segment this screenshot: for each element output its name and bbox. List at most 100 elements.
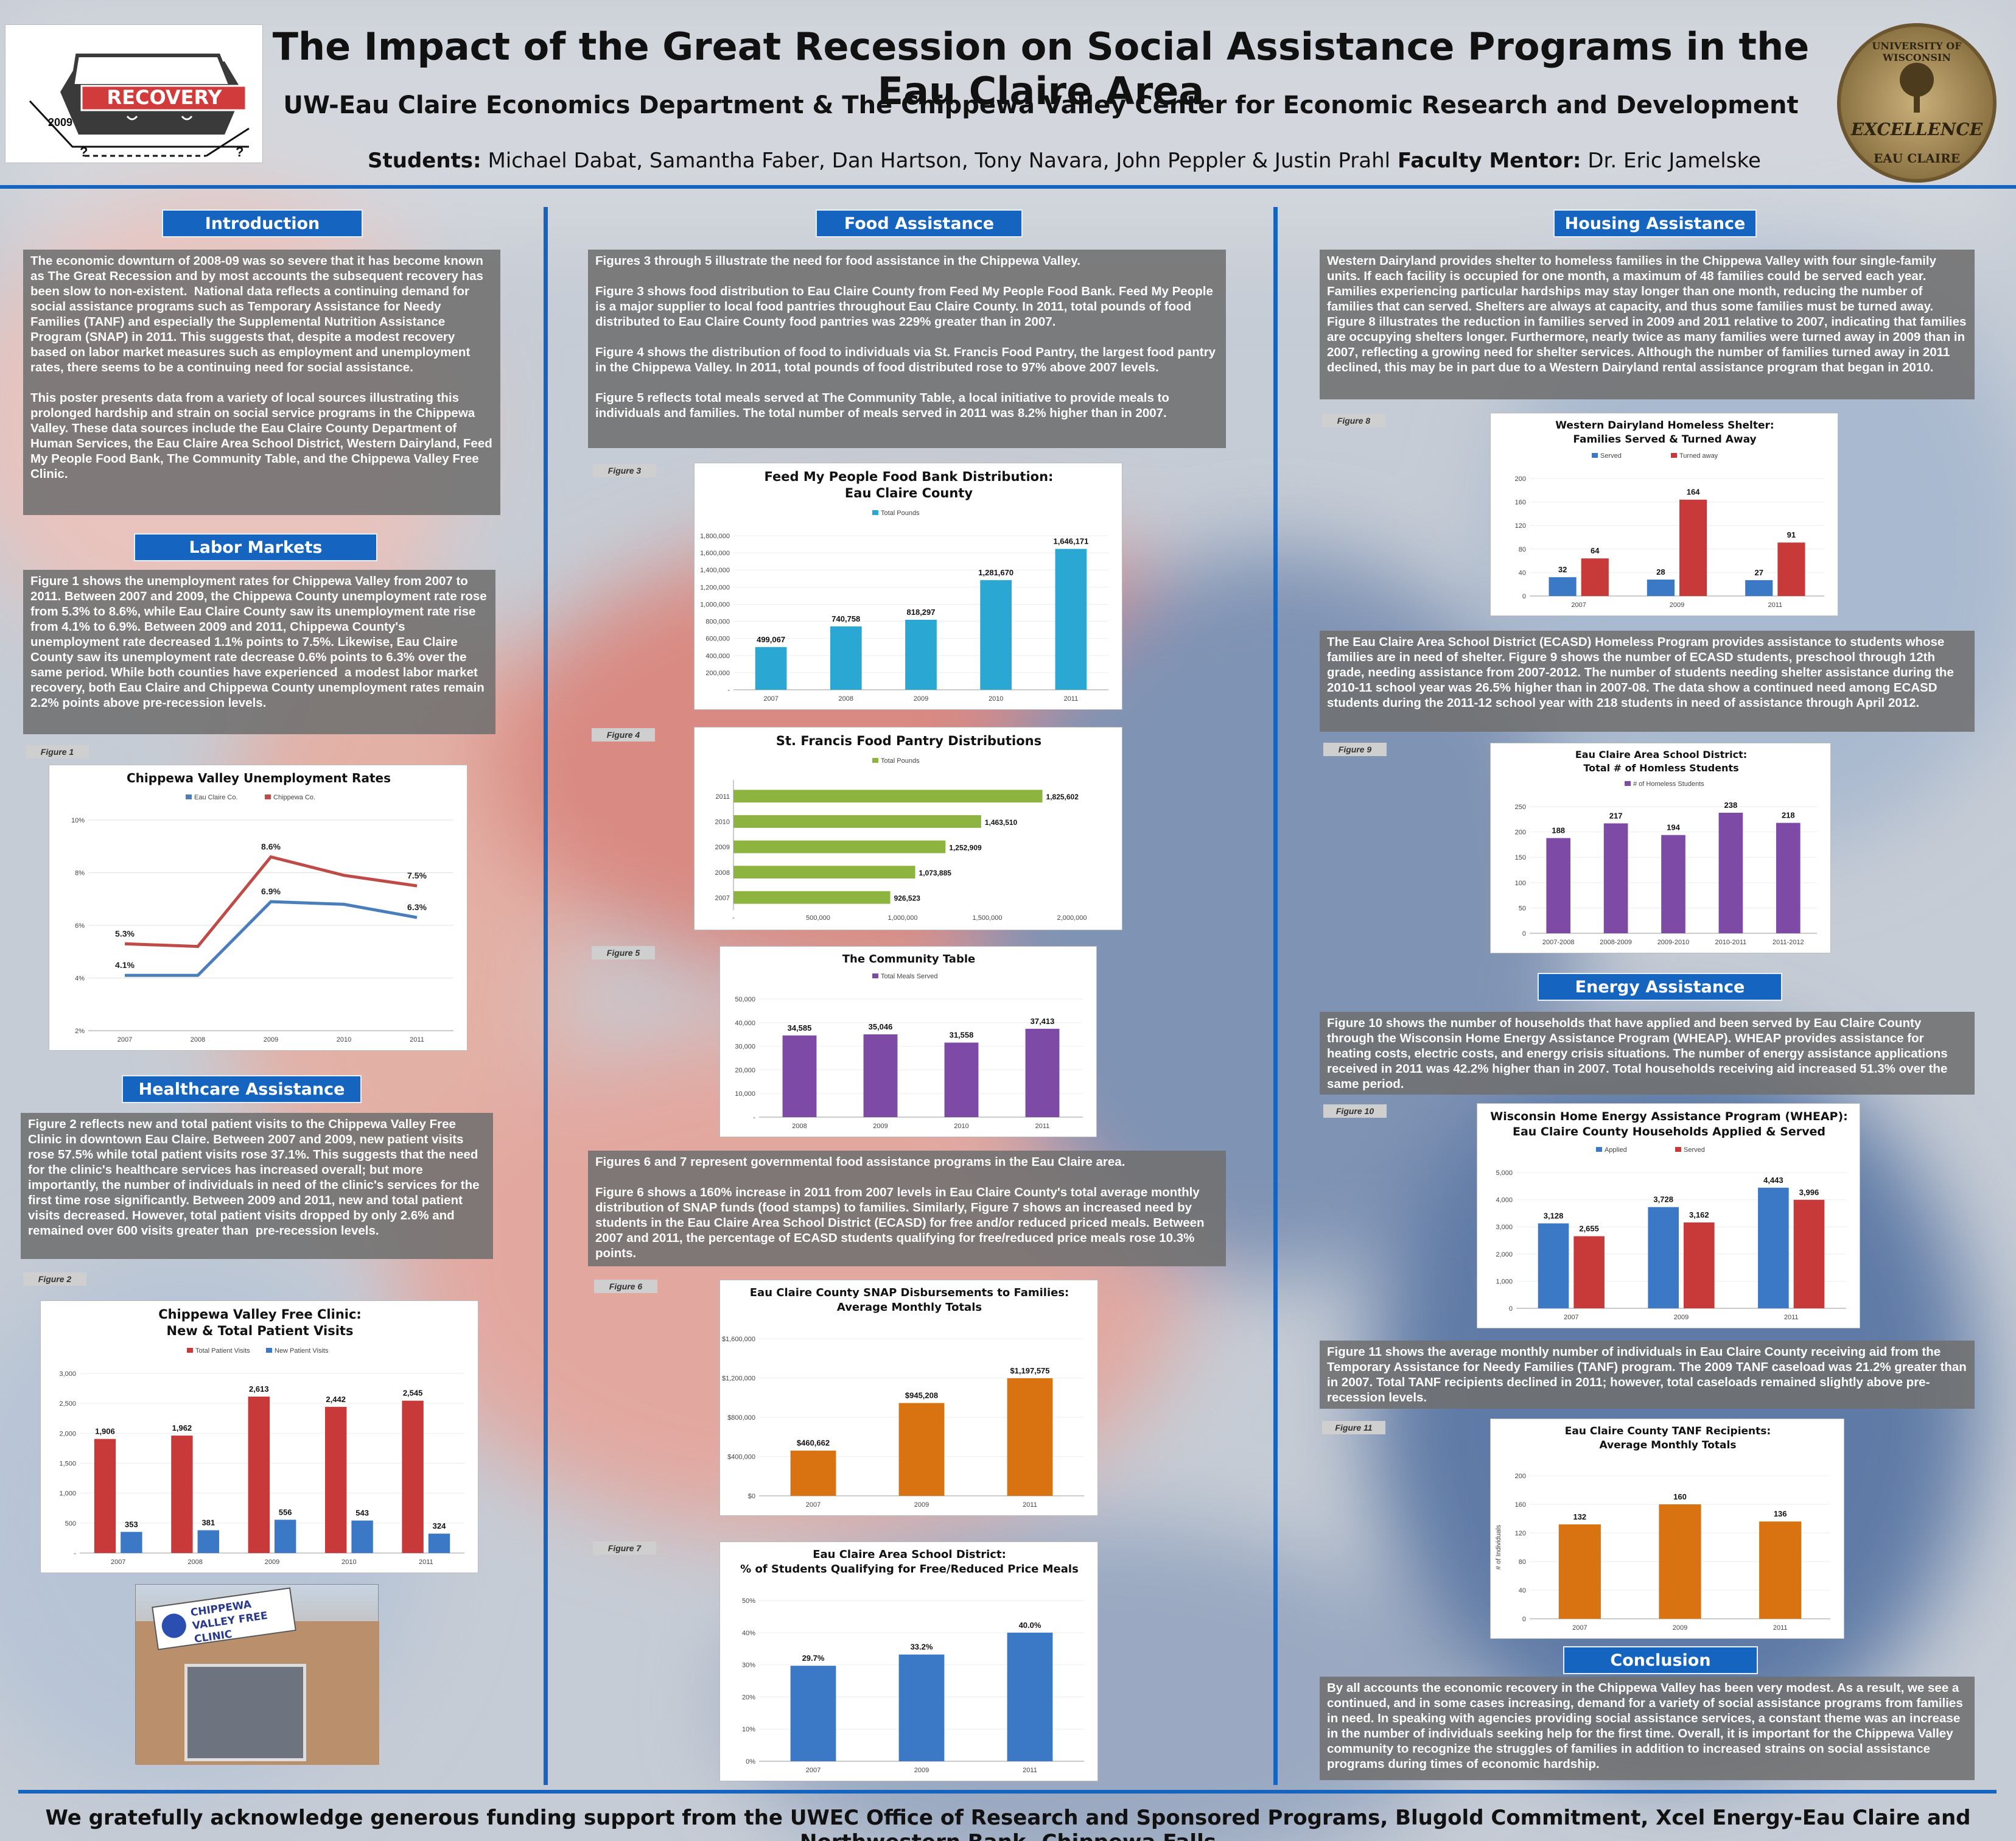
f10-y-tick: 2,000	[1496, 1251, 1513, 1258]
logo-word: RECOVERY	[107, 86, 222, 109]
f10-x-tick: 2007	[1564, 1314, 1578, 1321]
f6-data-label: $460,662	[797, 1439, 830, 1448]
f1-x-tick: 2007	[117, 1036, 132, 1043]
f3-title-line: Feed My People Food Bank Distribution:	[765, 469, 1054, 484]
section-header-food: Food Assistance	[816, 209, 1023, 237]
f2-data-label: 1,962	[172, 1423, 192, 1432]
f10-bar	[1793, 1199, 1825, 1308]
figure-3-chart: Feed My People Food Bank Distribution: Ea…	[694, 463, 1122, 710]
f5-bar	[1025, 1028, 1060, 1117]
f11-x-tick: 2007	[1572, 1624, 1587, 1632]
f7-x-tick: 2011	[1023, 1767, 1037, 1774]
f8-y-tick: 80	[1519, 546, 1526, 553]
f2-y-tick: 2,500	[59, 1400, 76, 1408]
f4-bar	[733, 891, 891, 904]
section-header-conclusion: Conclusion	[1563, 1646, 1758, 1674]
f9-y-tick: 50	[1519, 905, 1526, 912]
f10-legend-label: Served	[1684, 1146, 1705, 1154]
f10-y-tick: 0	[1509, 1305, 1513, 1313]
figure-10-label: Figure 10	[1323, 1104, 1387, 1118]
f7-y-tick: 30%	[742, 1662, 755, 1669]
f7-bar	[898, 1654, 945, 1761]
f5-y-tick: 10,000	[735, 1090, 755, 1098]
f9-legend-label: # of Homeless Students	[1633, 780, 1704, 788]
f10-x-tick: 2011	[1784, 1314, 1799, 1321]
f10-y-tick: 3,000	[1496, 1224, 1513, 1231]
energy-text-2: Figure 11 shows the average monthly numb…	[1320, 1341, 1975, 1409]
f3-y-tick: 800,000	[705, 619, 730, 626]
f11-x-tick: 2009	[1673, 1624, 1687, 1632]
f9-bar	[1661, 835, 1685, 933]
f8-legend-label: Served	[1600, 452, 1622, 460]
f2-bar	[402, 1400, 424, 1553]
f2-data-label: 2,613	[249, 1384, 269, 1394]
logo-year: 2009	[48, 116, 73, 128]
f5-x-tick: 2010	[954, 1123, 968, 1130]
f6-data-label: $1,197,575	[1010, 1366, 1049, 1375]
f10-legend-swatch	[1675, 1147, 1681, 1152]
f9-title-line: Eau Claire Area School District:	[1575, 749, 1747, 760]
poster-subtitle: UW-Eau Claire Economics Department & The…	[283, 91, 1799, 119]
f6-data-label: $945,208	[905, 1391, 938, 1400]
figure-6-chart: Eau Claire County SNAP Disbursements to …	[719, 1280, 1098, 1516]
f1-title-line: Chippewa Valley Unemployment Rates	[127, 771, 391, 785]
f8-data-label: 64	[1591, 546, 1600, 555]
f1-x-tick: 2008	[191, 1036, 205, 1043]
f2-y-tick: 2,000	[59, 1430, 76, 1437]
f10-legend-swatch	[1596, 1147, 1602, 1152]
f8-bar	[1679, 499, 1707, 596]
f8-title-line: Western Dairyland Homeless Shelter:	[1555, 419, 1774, 432]
f1-data-label: 8.6%	[261, 842, 281, 852]
f2-bar	[428, 1534, 450, 1553]
f2-bar	[275, 1520, 296, 1553]
f2-data-label: 324	[433, 1521, 446, 1531]
f3-y-tick: 1,400,000	[700, 567, 730, 574]
figure-8-label: Figure 8	[1322, 414, 1385, 427]
f4-y-tick: 2008	[715, 869, 730, 877]
clinic-photo: CHIPPEWA VALLEY FREE CLINIC	[135, 1584, 379, 1765]
seal-middle: EXCELLENCE	[1850, 119, 1983, 139]
f4-y-tick: 2010	[715, 819, 730, 826]
f3-data-label: 1,281,670	[978, 568, 1013, 577]
f2-y-tick: 1,000	[59, 1490, 76, 1498]
f11-y-tick: 200	[1515, 1473, 1526, 1480]
f9-y-tick: 200	[1515, 829, 1526, 836]
f3-y-tick: 200,000	[705, 670, 730, 677]
f11-title-line: Eau Claire County TANF Recipients:	[1565, 1425, 1771, 1437]
f10-bar	[1648, 1207, 1679, 1308]
f11-y-tick: 160	[1515, 1501, 1526, 1509]
f1-y-tick: 4%	[75, 975, 85, 983]
f9-y-tick: 250	[1515, 804, 1526, 811]
figure-11-chart: Eau Claire County TANF Recipients: Averag…	[1490, 1418, 1844, 1639]
f8-data-label: 91	[1787, 530, 1796, 539]
f5-y-tick: 20,000	[735, 1067, 755, 1074]
figure-7-label: Figure 7	[593, 1541, 656, 1555]
f8-legend-swatch	[1592, 453, 1598, 458]
f8-x-tick: 2011	[1768, 601, 1783, 609]
f1-data-label: 4.1%	[115, 960, 135, 970]
f1-y-tick: 2%	[75, 1028, 85, 1035]
food-text-1: Figures 3 through 5 illustrate the need …	[588, 250, 1226, 448]
mentor-line: Faculty Mentor: Dr. Eric Jamelske	[1398, 149, 1761, 173]
f4-x-tick: 2,000,000	[1057, 914, 1087, 922]
mentor-name: Dr. Eric Jamelske	[1587, 149, 1761, 173]
footer-divider	[18, 1790, 1997, 1794]
university-seal: UNIVERSITY OF WISCONSIN EXCELLENCE EAU C…	[1837, 23, 1997, 183]
f3-title-line: Eau Claire County	[845, 486, 973, 500]
f2-bar	[197, 1530, 219, 1553]
f6-y-tick: $0	[748, 1493, 755, 1500]
f1-legend-swatch	[265, 794, 271, 799]
f5-data-label: 35,046	[869, 1022, 893, 1031]
f2-title-line: New & Total Patient Visits	[167, 1324, 354, 1338]
f6-x-tick: 2009	[914, 1501, 929, 1509]
f8-bar	[1549, 577, 1577, 596]
f6-y-tick: $1,200,000	[722, 1375, 755, 1383]
logo-question-2: ?	[236, 144, 244, 160]
f10-title-line: Eau Claire County Households Applied & S…	[1513, 1125, 1825, 1138]
f3-x-tick: 2009	[914, 695, 928, 703]
f3-bar	[905, 619, 937, 690]
f7-data-label: 33.2%	[911, 1643, 933, 1652]
f8-bar	[1745, 580, 1773, 596]
f5-y-tick: -	[753, 1114, 755, 1121]
f2-bar	[171, 1436, 193, 1553]
